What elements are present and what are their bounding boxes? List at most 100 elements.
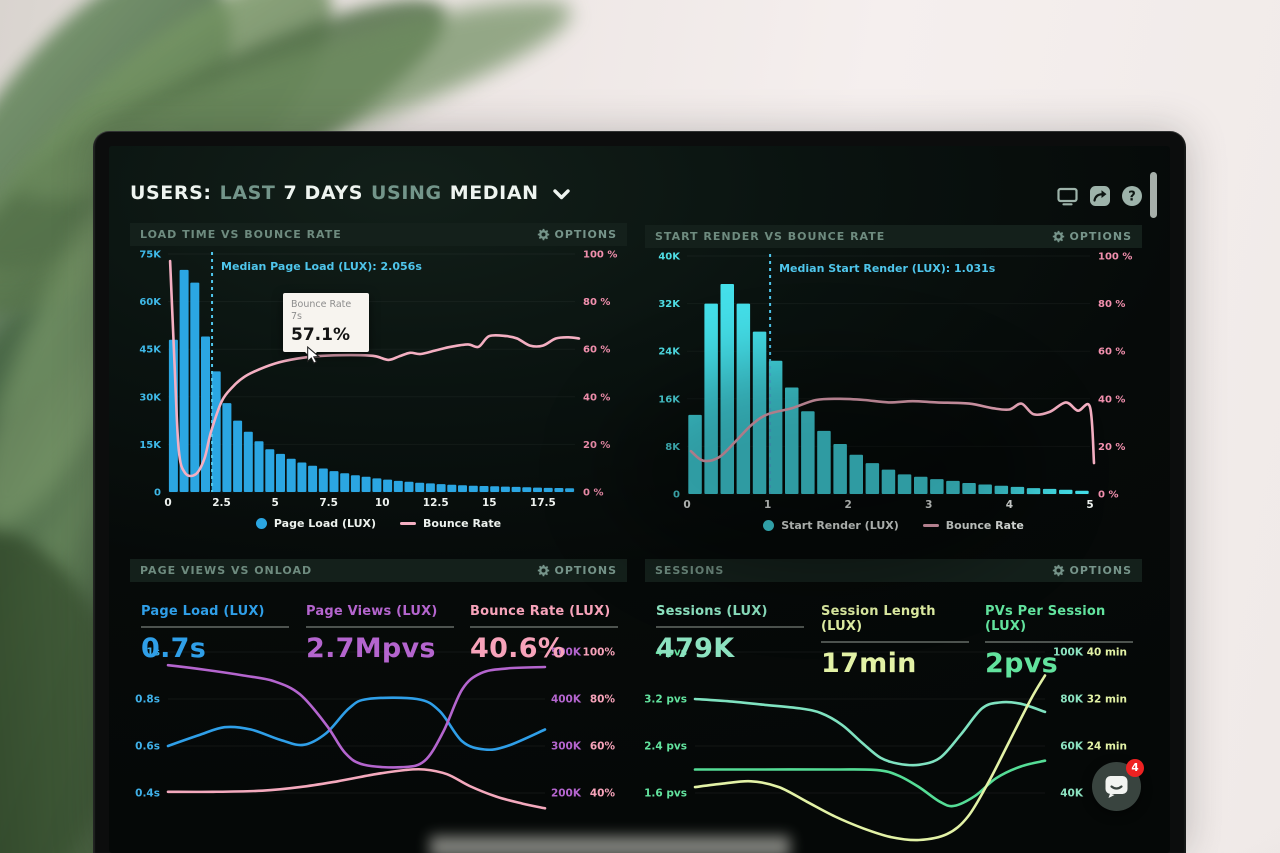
legend-item: Start Render (LUX) bbox=[763, 519, 899, 532]
svg-text:17.5: 17.5 bbox=[530, 497, 556, 509]
laptop-bezel-blur bbox=[430, 836, 790, 853]
gear-icon bbox=[537, 564, 549, 577]
panel-start-render: START RENDER VS BOUNCE RATE OPTIONS Medi… bbox=[645, 225, 1142, 538]
laptop: USERS: LAST 7 DAYS USING MEDIAN bbox=[93, 131, 1186, 853]
svg-text:300K: 300K bbox=[551, 741, 582, 753]
options-label: OPTIONS bbox=[554, 564, 617, 577]
line-series bbox=[693, 697, 1047, 767]
svg-text:80 %: 80 % bbox=[583, 297, 610, 308]
svg-text:200K: 200K bbox=[551, 788, 582, 800]
svg-text:1s: 1s bbox=[146, 647, 160, 659]
svg-text:0.6s: 0.6s bbox=[135, 741, 160, 753]
gear-icon bbox=[1052, 564, 1064, 577]
svg-text:60 %: 60 % bbox=[583, 345, 610, 356]
metric-pvs-per-session: PVs Per Session (LUX) 2pvs bbox=[985, 604, 1137, 679]
chart-legend: Page Load (LUX) Bounce Rate bbox=[130, 510, 627, 536]
svg-text:8K: 8K bbox=[665, 442, 681, 453]
header-segment: LAST bbox=[219, 182, 276, 204]
metric-value: 17min bbox=[821, 648, 917, 679]
panel-title: START RENDER VS BOUNCE RATE bbox=[655, 230, 886, 243]
chart-legend: Start Render (LUX) Bounce Rate bbox=[645, 512, 1142, 538]
metric-rule bbox=[656, 626, 804, 628]
metric-rule bbox=[821, 641, 969, 643]
svg-text:5: 5 bbox=[271, 497, 278, 509]
svg-text:100 %: 100 % bbox=[583, 250, 617, 261]
svg-text:0: 0 bbox=[683, 499, 690, 511]
svg-text:400K: 400K bbox=[551, 694, 582, 706]
svg-text:100%: 100% bbox=[583, 647, 616, 659]
svg-text:4: 4 bbox=[1006, 499, 1013, 511]
metric-label: PVs Per Session (LUX) bbox=[985, 604, 1106, 634]
svg-text:10: 10 bbox=[375, 497, 390, 509]
page-views-chart[interactable]: 1s 0.8s 0.6s 0.4s 500K 400K 300K 200K 100% 80% 60%… bbox=[130, 644, 627, 850]
svg-text:2.5: 2.5 bbox=[212, 497, 231, 509]
svg-text:80%: 80% bbox=[590, 694, 616, 706]
svg-text:1.6 pvs: 1.6 pvs bbox=[645, 788, 687, 800]
metric-value: 2.7Mpvs bbox=[306, 633, 436, 664]
metric-page-views: Page Views (LUX) 2.7Mpvs bbox=[306, 604, 458, 664]
metric-value: 40.6% bbox=[470, 633, 566, 664]
users-filter-dropdown[interactable]: USERS: LAST 7 DAYS USING MEDIAN bbox=[130, 182, 570, 204]
chat-bubble-icon bbox=[1105, 776, 1128, 798]
svg-text:0: 0 bbox=[154, 488, 161, 499]
svg-text:100K: 100K bbox=[1053, 647, 1084, 659]
median-label: Median Page Load (LUX): 2.056s bbox=[221, 260, 422, 273]
options-label: OPTIONS bbox=[1069, 230, 1132, 243]
sessions-chart[interactable]: 4 pvs 3.2 pvs 2.4 pvs 1.6 pvs 100K 80K 60K 40K 4… bbox=[645, 644, 1142, 850]
dashboard-screen: USERS: LAST 7 DAYS USING MEDIAN bbox=[109, 146, 1170, 853]
line-series bbox=[168, 259, 581, 478]
share-icon[interactable] bbox=[1090, 186, 1110, 206]
metric-value: 2pvs bbox=[985, 648, 1058, 679]
svg-text:60 %: 60 % bbox=[1098, 347, 1125, 358]
header-segment: MEDIAN bbox=[449, 182, 539, 204]
metric-rule bbox=[141, 626, 289, 628]
options-button[interactable]: OPTIONS bbox=[537, 228, 618, 241]
svg-text:20 %: 20 % bbox=[1098, 442, 1125, 453]
metric-page-load: Page Load (LUX) 0.7s bbox=[141, 604, 293, 664]
metric-label: Page Views (LUX) bbox=[306, 604, 438, 619]
bar-series bbox=[688, 284, 1089, 495]
help-icon[interactable]: ? bbox=[1122, 186, 1142, 206]
scrollbar-thumb[interactable] bbox=[1150, 172, 1157, 218]
load-time-chart[interactable]: Median Page Load (LUX): 2.056s 0 15K 30K 45K… bbox=[130, 246, 627, 510]
svg-text:0: 0 bbox=[164, 497, 171, 509]
metric-rule bbox=[985, 641, 1133, 643]
svg-text:20 %: 20 % bbox=[583, 440, 610, 451]
gear-icon bbox=[1052, 230, 1064, 243]
metric-rule bbox=[306, 626, 454, 628]
metric-sessions: Sessions (LUX) 479K bbox=[656, 604, 808, 664]
svg-text:2.4 pvs: 2.4 pvs bbox=[645, 741, 687, 753]
header-segment: USERS: bbox=[130, 182, 212, 204]
chart-tooltip: Bounce Rate 7s 57.1% bbox=[283, 293, 369, 358]
svg-text:100 %: 100 % bbox=[1098, 252, 1132, 263]
options-button[interactable]: OPTIONS bbox=[1052, 564, 1133, 577]
line-series bbox=[166, 767, 547, 810]
options-button[interactable]: OPTIONS bbox=[1052, 230, 1133, 243]
svg-text:0: 0 bbox=[673, 490, 680, 501]
line-series bbox=[693, 674, 1047, 842]
chat-widget-button[interactable]: 4 bbox=[1092, 759, 1144, 811]
start-render-chart[interactable]: Median Start Render (LUX): 1.031s 0 8K 16K 2… bbox=[645, 248, 1142, 512]
metric-label: Page Load (LUX) bbox=[141, 604, 265, 619]
tooltip-subtitle: 7s bbox=[291, 311, 302, 323]
svg-text:5: 5 bbox=[1086, 499, 1093, 511]
svg-text:3.2 pvs: 3.2 pvs bbox=[645, 694, 687, 706]
svg-text:1: 1 bbox=[764, 499, 771, 511]
legend-item: Bounce Rate bbox=[400, 517, 501, 530]
svg-text:4 pvs: 4 pvs bbox=[655, 647, 687, 659]
svg-text:75K: 75K bbox=[139, 250, 162, 261]
options-button[interactable]: OPTIONS bbox=[537, 564, 618, 577]
panel-load-time: LOAD TIME VS BOUNCE RATE OPTIONS Median … bbox=[130, 223, 627, 536]
notification-badge: 4 bbox=[1126, 759, 1144, 777]
line-series bbox=[166, 696, 547, 752]
svg-text:?: ? bbox=[1128, 190, 1136, 205]
svg-text:7.5: 7.5 bbox=[319, 497, 338, 509]
legend-item: Bounce Rate bbox=[922, 519, 1024, 532]
svg-text:0.4s: 0.4s bbox=[135, 788, 160, 800]
svg-text:15: 15 bbox=[482, 497, 497, 509]
svg-text:40%: 40% bbox=[590, 788, 616, 800]
svg-text:16K: 16K bbox=[658, 394, 681, 405]
display-icon[interactable] bbox=[1057, 187, 1078, 206]
tooltip-value: 57.1% bbox=[291, 324, 350, 345]
